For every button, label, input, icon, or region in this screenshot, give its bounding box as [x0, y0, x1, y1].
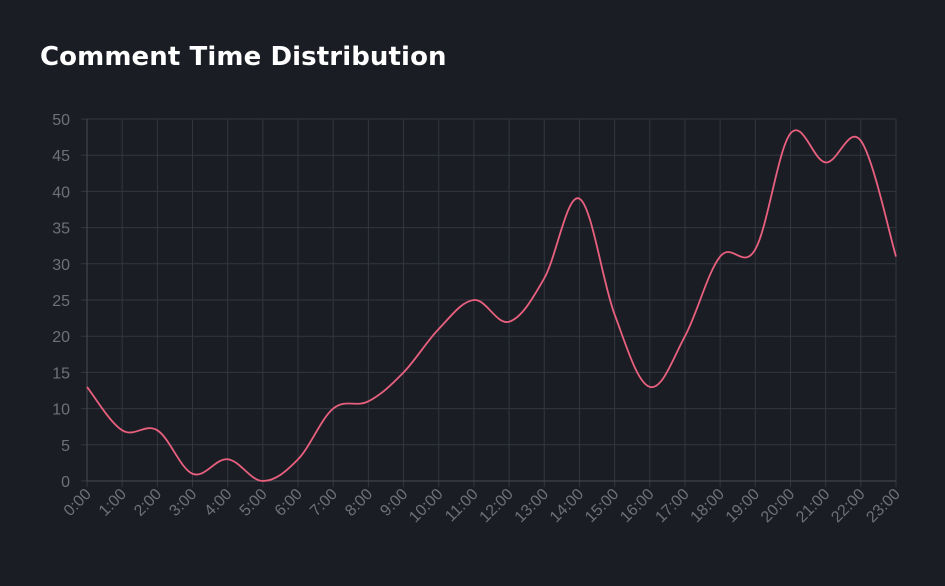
data-point[interactable] [365, 398, 371, 404]
data-point[interactable] [295, 456, 301, 462]
data-point[interactable] [330, 406, 336, 412]
y-tick-label: 10 [52, 402, 70, 419]
x-tick-label: 15:00 [582, 486, 622, 526]
x-axis-ticks: 0:00 1:00 2:00 3:00 4:00 5:00 6:00 7:00 8:00 9:00… [61, 486, 904, 526]
x-tick-label: 4:00 [201, 486, 235, 520]
series [84, 129, 899, 484]
x-tick-label: 13:00 [512, 486, 552, 526]
x-tick-label: 12:00 [477, 486, 517, 526]
x-tick-label: 19:00 [723, 486, 763, 526]
data-point[interactable] [260, 478, 266, 484]
x-tick-label: 6:00 [272, 486, 306, 520]
data-point[interactable] [401, 369, 407, 375]
data-point[interactable] [576, 196, 582, 202]
data-point[interactable] [436, 326, 442, 332]
series-line [86, 129, 897, 482]
data-point[interactable] [471, 297, 477, 303]
data-point[interactable] [612, 311, 618, 317]
x-tick-label: 17:00 [652, 486, 692, 526]
x-tick-label: 7:00 [307, 486, 341, 520]
data-point[interactable] [752, 246, 758, 252]
y-tick-label: 25 [52, 293, 70, 310]
y-tick-label: 0 [61, 474, 70, 491]
y-tick-label: 5 [61, 438, 70, 455]
axes [86, 119, 896, 482]
data-point[interactable] [717, 254, 723, 260]
data-point[interactable] [506, 319, 512, 325]
y-axis-ticks: 0 5 10 15 20 25 30 35 40 45 50 [52, 112, 70, 491]
data-point[interactable] [154, 427, 160, 433]
data-point[interactable] [190, 471, 196, 477]
x-tick-label: 23:00 [863, 486, 903, 526]
data-point[interactable] [541, 275, 547, 281]
x-tick-label: 22:00 [828, 486, 868, 526]
x-tick-label: 11:00 [442, 486, 482, 526]
x-tick-label: 14:00 [547, 486, 587, 526]
data-point[interactable] [84, 384, 90, 390]
x-tick-label: 18:00 [688, 486, 728, 526]
y-tick-label: 30 [52, 257, 70, 274]
data-point[interactable] [682, 333, 688, 339]
data-point[interactable] [823, 159, 829, 165]
data-point[interactable] [647, 384, 653, 390]
data-point[interactable] [119, 427, 125, 433]
data-point[interactable] [225, 456, 231, 462]
y-tick-label: 20 [52, 329, 70, 346]
x-tick-label: 20:00 [758, 486, 798, 526]
y-tick-label: 40 [52, 184, 70, 201]
x-tick-label: 8:00 [342, 486, 376, 520]
grid [81, 118, 897, 487]
x-tick-label: 3:00 [166, 486, 200, 520]
data-point[interactable] [787, 130, 793, 136]
x-tick-label: 2:00 [131, 486, 165, 520]
chart-title: Comment Time Distribution [40, 42, 447, 72]
y-tick-label: 35 [52, 221, 70, 238]
data-point[interactable] [858, 138, 864, 144]
y-tick-label: 45 [52, 148, 70, 165]
y-tick-label: 15 [52, 365, 70, 382]
x-tick-label: 5:00 [237, 486, 271, 520]
data-point[interactable] [893, 254, 899, 260]
x-tick-label: 16:00 [617, 486, 657, 526]
x-tick-label: 10:00 [406, 486, 446, 526]
y-tick-label: 50 [52, 112, 70, 129]
x-tick-label: 1:00 [96, 486, 130, 520]
x-tick-label: 21:00 [793, 486, 833, 526]
